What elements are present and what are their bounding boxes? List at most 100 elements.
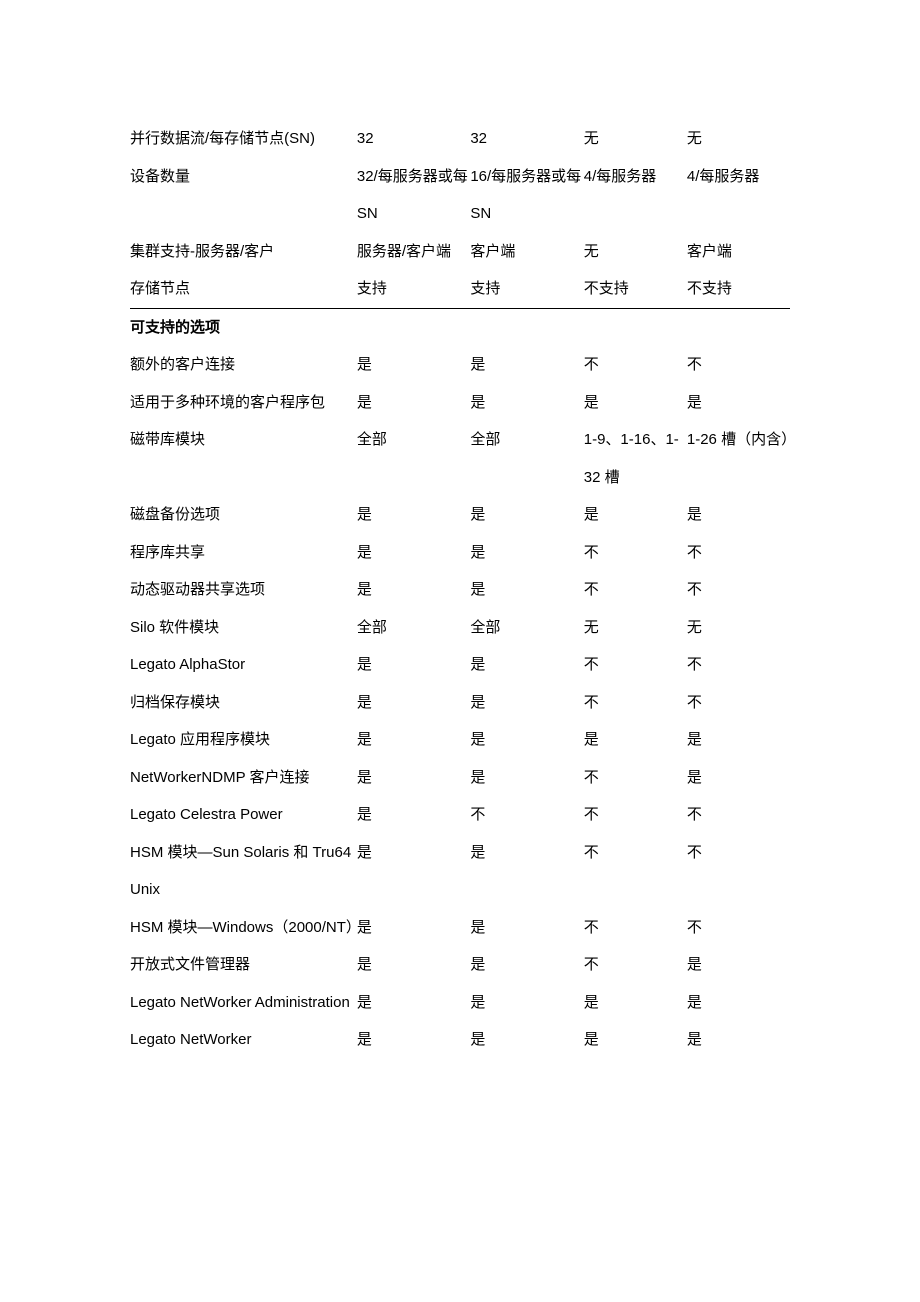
row-value: 不 bbox=[687, 909, 790, 947]
row-value: 不 bbox=[584, 759, 687, 797]
row-label: 开放式文件管理器 bbox=[130, 946, 357, 984]
row-value: 是 bbox=[584, 984, 687, 1022]
row-value: 是 bbox=[357, 946, 470, 984]
row-value: 是 bbox=[584, 384, 687, 422]
row-value: 是 bbox=[687, 721, 790, 759]
row-label: 集群支持-服务器/客户 bbox=[130, 233, 357, 271]
row-value: 是 bbox=[584, 496, 687, 534]
row-label: Legato 应用程序模块 bbox=[130, 721, 357, 759]
row-value: 服务器/客户端 bbox=[357, 233, 470, 271]
row-label: 设备数量 bbox=[130, 158, 357, 233]
row-value: 无 bbox=[687, 120, 790, 158]
table-row: 集群支持-服务器/客户服务器/客户端客户端无客户端 bbox=[130, 233, 790, 271]
row-label: Legato AlphaStor bbox=[130, 646, 357, 684]
row-value: 不 bbox=[687, 646, 790, 684]
row-value: 是 bbox=[357, 571, 470, 609]
row-value: 是 bbox=[470, 534, 583, 572]
row-value: 全部 bbox=[470, 421, 583, 496]
row-value: 不 bbox=[584, 834, 687, 909]
table-row: 开放式文件管理器是是不是 bbox=[130, 946, 790, 984]
section-header-row: 可支持的选项 bbox=[130, 308, 790, 346]
row-value: 是 bbox=[357, 1021, 470, 1059]
row-value: 无 bbox=[584, 233, 687, 271]
row-value: 不 bbox=[584, 909, 687, 947]
row-value: 是 bbox=[470, 684, 583, 722]
row-value: 是 bbox=[357, 721, 470, 759]
row-value: 不 bbox=[687, 534, 790, 572]
table-row: NetWorkerNDMP 客户连接是是不是 bbox=[130, 759, 790, 797]
row-value: 4/每服务器 bbox=[584, 158, 687, 233]
table-row: 程序库共享是是不不 bbox=[130, 534, 790, 572]
row-value: 不 bbox=[470, 796, 583, 834]
table-row: 动态驱动器共享选项是是不不 bbox=[130, 571, 790, 609]
row-value: 是 bbox=[470, 1021, 583, 1059]
row-value: 无 bbox=[584, 120, 687, 158]
row-value: 是 bbox=[470, 346, 583, 384]
row-value: 不 bbox=[687, 796, 790, 834]
row-value: 不 bbox=[584, 946, 687, 984]
table-row: Legato 应用程序模块是是是是 bbox=[130, 721, 790, 759]
row-label: 适用于多种环境的客户程序包 bbox=[130, 384, 357, 422]
row-value: 全部 bbox=[357, 421, 470, 496]
row-value: 是 bbox=[584, 721, 687, 759]
row-value: 无 bbox=[687, 609, 790, 647]
table-row: 存储节点支持支持不支持不支持 bbox=[130, 270, 790, 308]
table-row: HSM 模块—Windows（2000/NT）是是不不 bbox=[130, 909, 790, 947]
row-value: 是 bbox=[470, 984, 583, 1022]
row-value: 是 bbox=[470, 946, 583, 984]
row-value: 是 bbox=[470, 646, 583, 684]
row-value: 1-26 槽（内含） bbox=[687, 421, 790, 496]
row-value: 是 bbox=[357, 796, 470, 834]
row-value: 不 bbox=[687, 346, 790, 384]
row-value: 是 bbox=[357, 984, 470, 1022]
table-row: Legato NetWorker Administration是是是是 bbox=[130, 984, 790, 1022]
row-value: 是 bbox=[357, 496, 470, 534]
table-body-section: 可支持的选项 bbox=[130, 308, 790, 346]
row-value: 不 bbox=[687, 684, 790, 722]
row-value: 不支持 bbox=[584, 270, 687, 308]
row-label: 磁盘备份选项 bbox=[130, 496, 357, 534]
row-value: 是 bbox=[687, 759, 790, 797]
table-row: 磁盘备份选项是是是是 bbox=[130, 496, 790, 534]
row-value: 是 bbox=[470, 909, 583, 947]
row-value: 是 bbox=[584, 1021, 687, 1059]
row-label: Silo 软件模块 bbox=[130, 609, 357, 647]
comparison-table: 并行数据流/每存储节点(SN)3232无无设备数量32/每服务器或每 SN16/… bbox=[130, 120, 790, 1059]
row-value: 支持 bbox=[470, 270, 583, 308]
row-value: 是 bbox=[470, 759, 583, 797]
table-row: Silo 软件模块全部全部无无 bbox=[130, 609, 790, 647]
row-value: 是 bbox=[687, 1021, 790, 1059]
row-label: NetWorkerNDMP 客户连接 bbox=[130, 759, 357, 797]
row-value: 1-9、1-16、1-32 槽 bbox=[584, 421, 687, 496]
row-value: 是 bbox=[687, 384, 790, 422]
row-value: 32/每服务器或每 SN bbox=[357, 158, 470, 233]
row-label: 归档保存模块 bbox=[130, 684, 357, 722]
row-value: 是 bbox=[357, 346, 470, 384]
row-value: 无 bbox=[584, 609, 687, 647]
row-value: 不 bbox=[584, 571, 687, 609]
table-row: HSM 模块—Sun Solaris 和 Tru64 Unix是是不不 bbox=[130, 834, 790, 909]
row-value: 不 bbox=[584, 646, 687, 684]
row-label: 磁带库模块 bbox=[130, 421, 357, 496]
row-value: 是 bbox=[357, 684, 470, 722]
row-value: 不支持 bbox=[687, 270, 790, 308]
row-label: 并行数据流/每存储节点(SN) bbox=[130, 120, 357, 158]
row-value: 是 bbox=[687, 496, 790, 534]
section-header-cell: 可支持的选项 bbox=[130, 308, 790, 346]
row-value: 支持 bbox=[357, 270, 470, 308]
row-label: Legato NetWorker bbox=[130, 1021, 357, 1059]
table-row: 并行数据流/每存储节点(SN)3232无无 bbox=[130, 120, 790, 158]
row-value: 不 bbox=[687, 571, 790, 609]
table-row: 适用于多种环境的客户程序包是是是是 bbox=[130, 384, 790, 422]
table-row: 磁带库模块全部全部1-9、1-16、1-32 槽1-26 槽（内含） bbox=[130, 421, 790, 496]
table-row: Legato NetWorker是是是是 bbox=[130, 1021, 790, 1059]
row-label: Legato NetWorker Administration bbox=[130, 984, 357, 1022]
row-value: 不 bbox=[584, 534, 687, 572]
row-label: 程序库共享 bbox=[130, 534, 357, 572]
row-value: 是 bbox=[687, 946, 790, 984]
table-row: Legato Celestra Power是不不不 bbox=[130, 796, 790, 834]
table-row: Legato AlphaStor是是不不 bbox=[130, 646, 790, 684]
row-value: 是 bbox=[357, 909, 470, 947]
row-value: 不 bbox=[584, 346, 687, 384]
row-value: 是 bbox=[357, 834, 470, 909]
